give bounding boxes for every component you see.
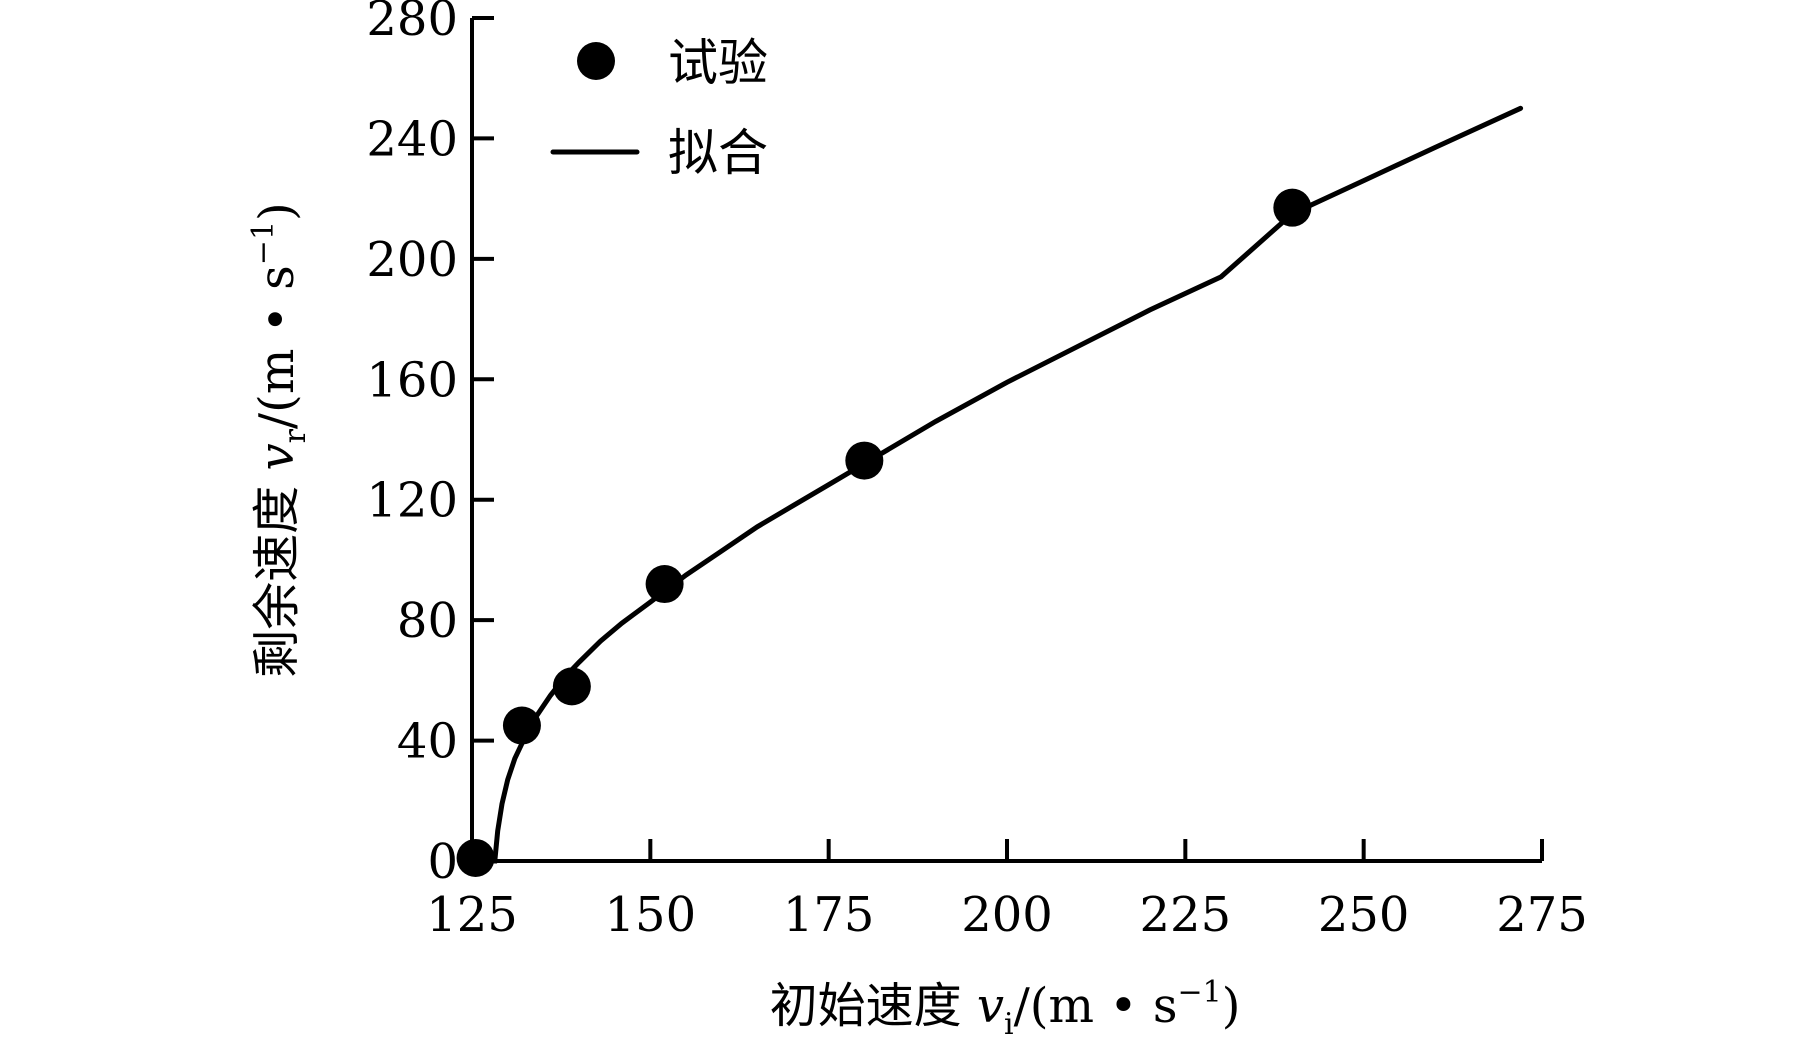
y-tick-label-240: 240 [366, 111, 458, 167]
y-tick-label-160: 160 [366, 352, 458, 408]
series-fit-line [469, 105, 1524, 864]
data-point-3 [645, 565, 684, 604]
x-tick-label-125: 125 [426, 887, 518, 943]
x-ticks: 125 150 175 200 225 250 275 [426, 839, 1588, 943]
x-tick-label-225: 225 [1140, 887, 1232, 943]
y-tick-label-280: 280 [366, 0, 458, 47]
x-axis-title: 初始速度 vi/(m • s−1) [770, 975, 1241, 1037]
y-tick-label-40: 40 [397, 714, 458, 770]
y-axis-title: 剩余速度 vr/(m • s−1) [246, 202, 313, 678]
legend: 试验 拟合 [550, 34, 768, 182]
series-layer [456, 105, 1524, 877]
legend-marker-experiment [577, 42, 615, 80]
y-ticks: 0 40 80 120 160 200 240 280 [366, 0, 494, 890]
x-tick-label-150: 150 [605, 887, 697, 943]
legend-label-fit: 拟合 [668, 124, 768, 182]
y-tick-label-0: 0 [427, 834, 458, 890]
data-point-5 [1273, 188, 1312, 227]
x-tick-label-250: 250 [1318, 887, 1410, 943]
x-tick-label-200: 200 [961, 887, 1053, 943]
legend-label-experiment: 试验 [668, 34, 768, 92]
data-point-2 [552, 667, 591, 706]
data-point-0 [456, 838, 495, 877]
y-tick-label-80: 80 [397, 593, 458, 649]
x-tick-label-275: 275 [1496, 887, 1588, 943]
data-point-1 [502, 706, 541, 745]
y-tick-label-120: 120 [366, 473, 458, 529]
data-point-4 [845, 441, 884, 480]
y-tick-label-200: 200 [366, 232, 458, 288]
axes [470, 18, 1542, 863]
x-tick-label-175: 175 [783, 887, 875, 943]
